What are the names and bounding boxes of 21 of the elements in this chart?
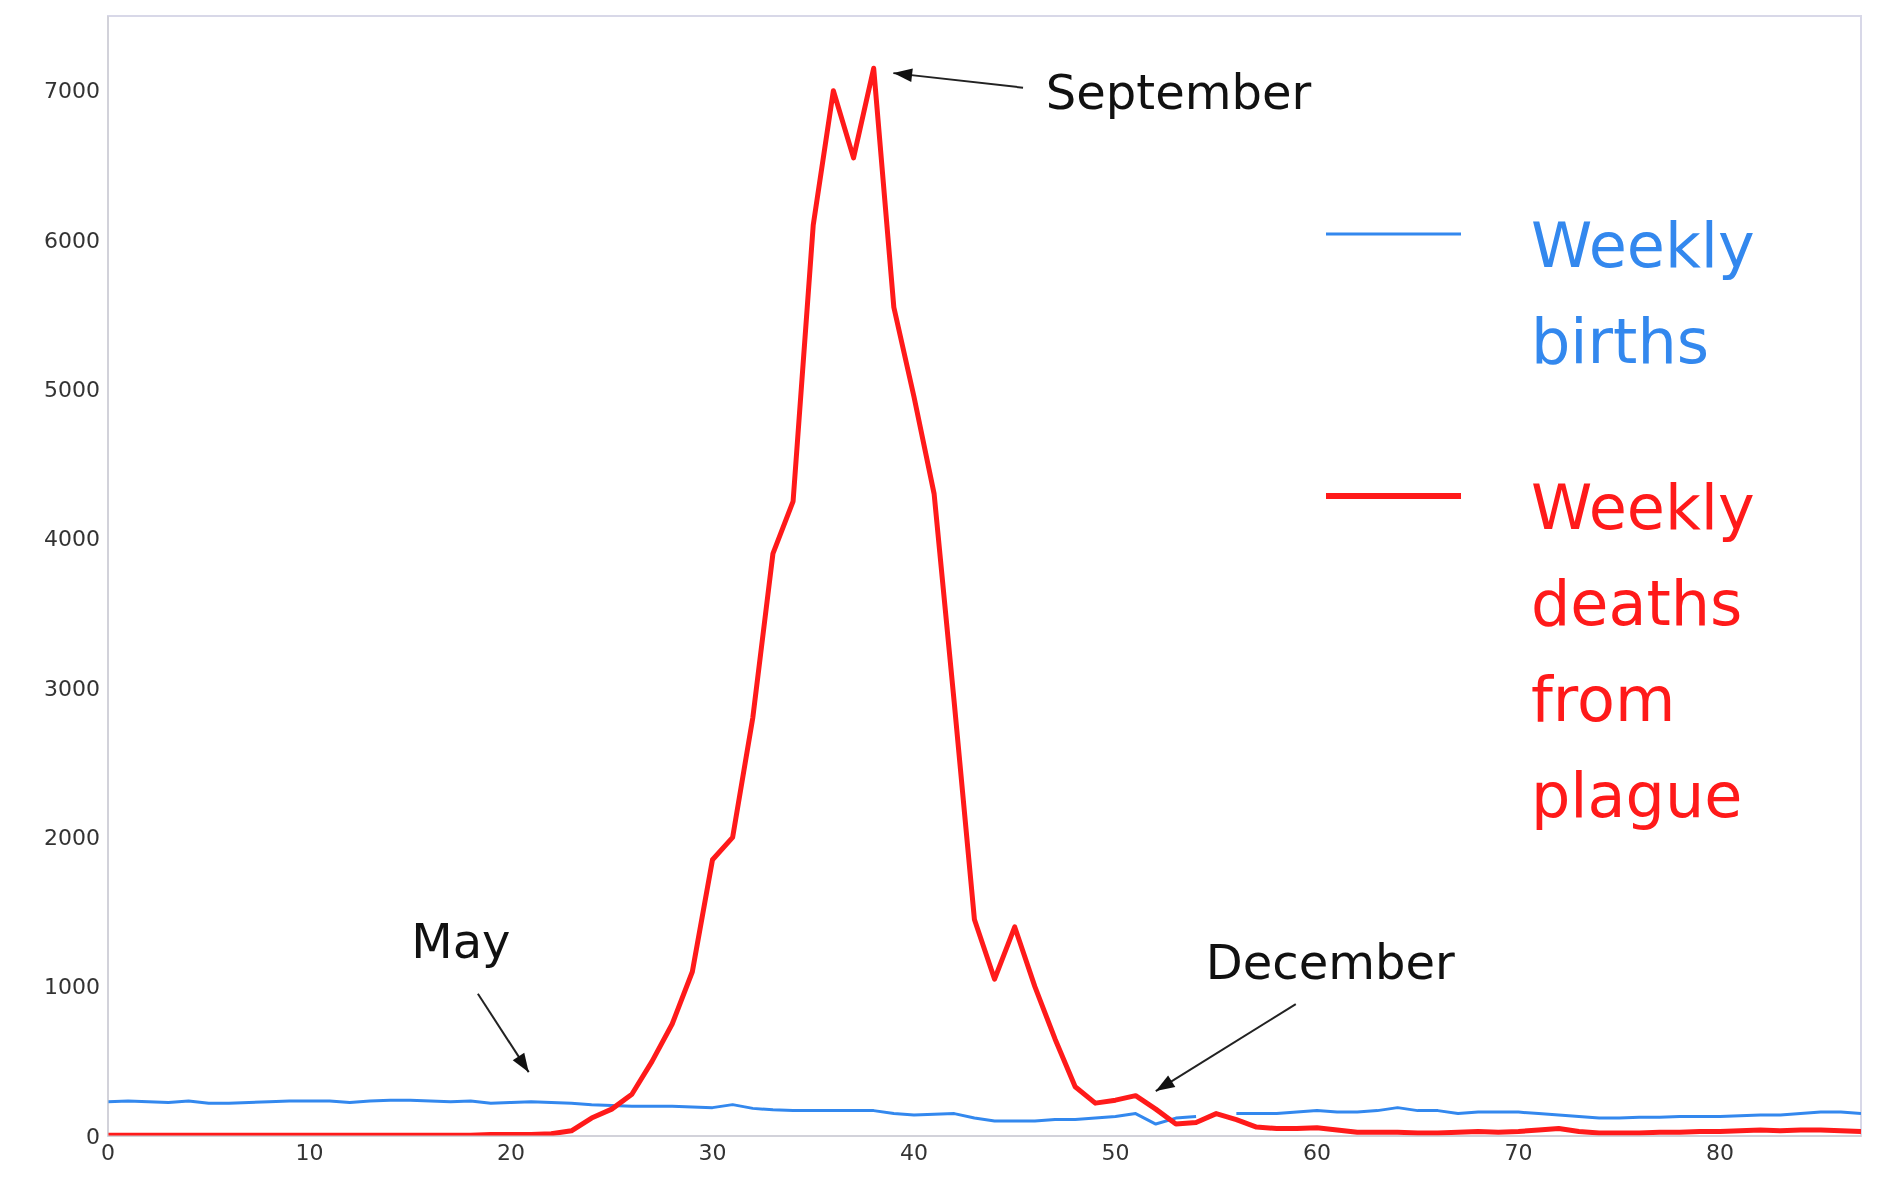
y-tick-label: 7000 bbox=[44, 78, 100, 104]
annotation: September bbox=[1045, 63, 1312, 120]
x-tick-label: 10 bbox=[295, 1139, 324, 1165]
annotation: May bbox=[411, 912, 511, 969]
y-tick-label: 3000 bbox=[44, 675, 100, 701]
x-tick-label: 40 bbox=[899, 1139, 928, 1165]
x-tick-label: 80 bbox=[1705, 1139, 1734, 1165]
x-tick-label: 60 bbox=[1302, 1139, 1331, 1165]
y-tick-label: 1000 bbox=[44, 974, 100, 1000]
y-tick-label: 2000 bbox=[44, 825, 100, 851]
x-tick-label: 20 bbox=[496, 1139, 525, 1165]
y-tick-label: 5000 bbox=[44, 377, 100, 403]
legend-label: Weekly births bbox=[1531, 208, 1756, 380]
y-tick-label: 6000 bbox=[44, 227, 100, 253]
legend-label: Weekly deaths from plague bbox=[1531, 470, 1756, 834]
y-tick-label: 0 bbox=[86, 1123, 100, 1149]
annotation: December bbox=[1205, 934, 1455, 991]
x-tick-label: 70 bbox=[1504, 1139, 1533, 1165]
x-tick-label: 30 bbox=[698, 1139, 727, 1165]
y-tick-label: 4000 bbox=[44, 526, 100, 552]
x-tick-label: 50 bbox=[1101, 1139, 1130, 1165]
